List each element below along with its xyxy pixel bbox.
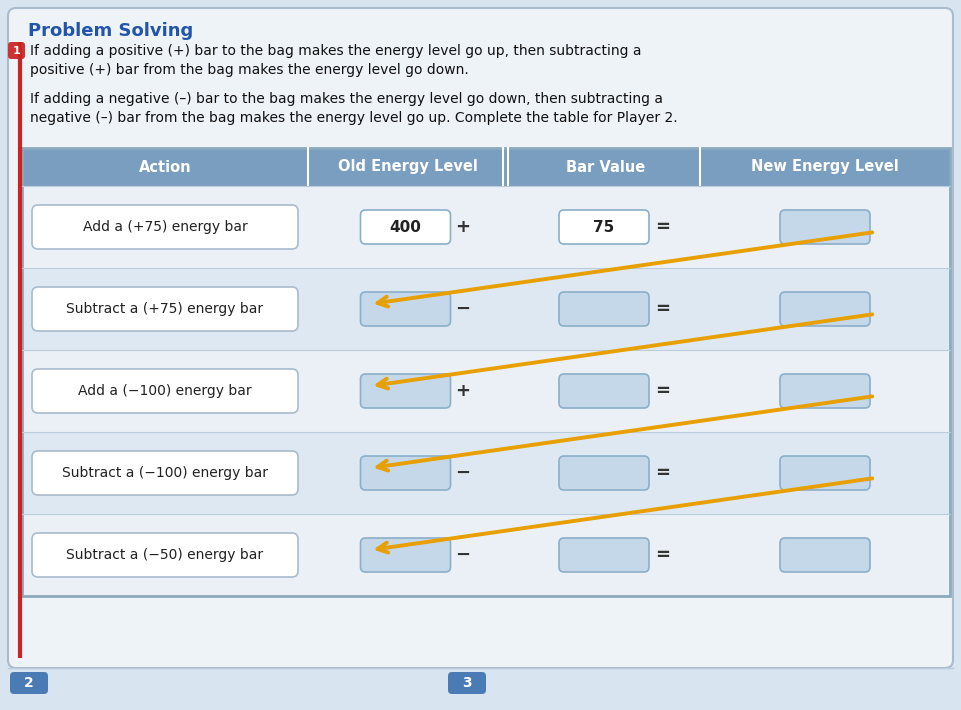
FancyBboxPatch shape xyxy=(32,205,298,249)
Bar xyxy=(22,350,950,432)
Text: +: + xyxy=(455,382,470,400)
FancyBboxPatch shape xyxy=(559,374,649,408)
FancyBboxPatch shape xyxy=(780,210,870,244)
Text: Add a (+75) energy bar: Add a (+75) energy bar xyxy=(83,220,247,234)
FancyBboxPatch shape xyxy=(559,292,649,326)
FancyBboxPatch shape xyxy=(559,538,649,572)
FancyBboxPatch shape xyxy=(8,42,25,59)
Bar xyxy=(22,268,950,350)
FancyBboxPatch shape xyxy=(559,456,649,490)
Bar xyxy=(22,186,950,268)
FancyBboxPatch shape xyxy=(32,533,298,577)
Text: =: = xyxy=(655,382,671,400)
FancyBboxPatch shape xyxy=(32,369,298,413)
Text: Subtract a (+75) energy bar: Subtract a (+75) energy bar xyxy=(66,302,263,316)
Text: −: − xyxy=(455,300,470,318)
Text: +: + xyxy=(455,218,470,236)
Text: Old Energy Level: Old Energy Level xyxy=(338,160,478,175)
Text: Problem Solving: Problem Solving xyxy=(28,22,193,40)
FancyBboxPatch shape xyxy=(360,456,451,490)
Text: negative (–) bar from the bag makes the energy level go up. Complete the table f: negative (–) bar from the bag makes the … xyxy=(30,111,678,125)
Text: If adding a positive (+) bar to the bag makes the energy level go up, then subtr: If adding a positive (+) bar to the bag … xyxy=(30,44,642,58)
Text: =: = xyxy=(655,464,671,482)
Text: 3: 3 xyxy=(462,676,472,690)
Text: 1: 1 xyxy=(12,45,20,55)
Text: =: = xyxy=(655,546,671,564)
Text: =: = xyxy=(655,300,671,318)
FancyBboxPatch shape xyxy=(780,374,870,408)
FancyBboxPatch shape xyxy=(360,374,451,408)
Text: −: − xyxy=(455,464,470,482)
FancyBboxPatch shape xyxy=(360,210,451,244)
FancyBboxPatch shape xyxy=(780,538,870,572)
FancyBboxPatch shape xyxy=(360,538,451,572)
FancyBboxPatch shape xyxy=(32,287,298,331)
Text: 400: 400 xyxy=(389,219,422,234)
Text: Add a (−100) energy bar: Add a (−100) energy bar xyxy=(78,384,252,398)
Text: If adding a negative (–) bar to the bag makes the energy level go down, then sub: If adding a negative (–) bar to the bag … xyxy=(30,92,663,106)
Bar xyxy=(22,432,950,514)
FancyBboxPatch shape xyxy=(780,292,870,326)
Text: −: − xyxy=(455,546,470,564)
Text: 2: 2 xyxy=(24,676,34,690)
FancyBboxPatch shape xyxy=(780,456,870,490)
FancyBboxPatch shape xyxy=(360,292,451,326)
Text: positive (+) bar from the bag makes the energy level go down.: positive (+) bar from the bag makes the … xyxy=(30,63,469,77)
FancyBboxPatch shape xyxy=(10,672,48,694)
Text: Action: Action xyxy=(138,160,191,175)
Text: Subtract a (−50) energy bar: Subtract a (−50) energy bar xyxy=(66,548,263,562)
FancyBboxPatch shape xyxy=(32,451,298,495)
Bar xyxy=(22,514,950,596)
Text: =: = xyxy=(655,218,671,236)
Text: Bar Value: Bar Value xyxy=(566,160,645,175)
Text: New Energy Level: New Energy Level xyxy=(752,160,899,175)
Bar xyxy=(22,148,950,596)
Bar xyxy=(22,148,950,186)
FancyBboxPatch shape xyxy=(448,672,486,694)
FancyBboxPatch shape xyxy=(8,8,953,668)
Text: Subtract a (−100) energy bar: Subtract a (−100) energy bar xyxy=(62,466,268,480)
FancyBboxPatch shape xyxy=(559,210,649,244)
Text: 75: 75 xyxy=(593,219,615,234)
